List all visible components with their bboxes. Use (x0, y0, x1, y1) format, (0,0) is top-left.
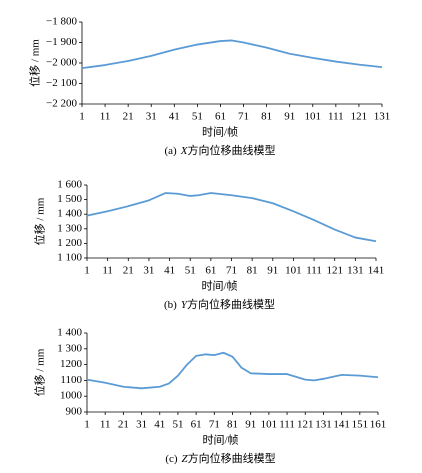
x-tick-label: 121 (351, 111, 368, 123)
y-tick-label: 1 500 (57, 193, 82, 205)
y-tick-label: −2 000 (46, 57, 77, 69)
x-tick-label: 31 (146, 111, 157, 123)
x-tick-label: 101 (285, 265, 302, 277)
x-tick-label: 1 (84, 265, 90, 277)
caption-label: (b) (164, 299, 177, 311)
y-axis-label: 位移 / mm (28, 39, 42, 87)
x-axis-label: 时间/帧 (202, 433, 238, 447)
y-axis-label: 位移 / mm (33, 348, 47, 396)
x-tick-label: 81 (227, 419, 238, 431)
x-tick-label: 31 (143, 265, 154, 277)
x-tick-label: 31 (136, 419, 147, 431)
x-tick-label: 71 (238, 111, 249, 123)
y-tick-label: 1200 (60, 358, 83, 370)
x-tick-label: 51 (192, 111, 203, 123)
x-tick-label: 111 (328, 111, 344, 123)
x-tick-label: 91 (267, 265, 278, 277)
x-tick-label: 21 (123, 111, 134, 123)
caption-label: (c) (165, 453, 178, 465)
x-tick-label: 21 (118, 419, 129, 431)
y-tick-label: 1100 (60, 374, 82, 386)
x-tick-label: 101 (305, 111, 322, 123)
caption: (c) Z方向位移曲线模型 (165, 451, 275, 465)
x-tick-label: 51 (172, 419, 183, 431)
caption-axis: X (180, 145, 189, 157)
y-axis-label: 位移 / mm (33, 197, 47, 245)
y-tick-label: 1 400 (57, 208, 82, 220)
x-tick-label: 121 (326, 265, 343, 277)
x-tick-label: 61 (205, 265, 216, 277)
x-axis-label: 时间/帧 (202, 125, 238, 139)
data-line (86, 192, 377, 243)
y-tick-label: 1 100 (57, 252, 82, 264)
x-tick-label: 81 (247, 265, 258, 277)
y-tick-label: 1 200 (57, 237, 82, 249)
x-tick-label: 131 (315, 419, 332, 431)
caption-axis: Y (181, 299, 189, 311)
x-tick-label: 141 (333, 419, 350, 431)
x-tick-label: 11 (100, 419, 111, 431)
caption-axis: Z (182, 453, 189, 465)
x-tick-label: 91 (245, 419, 256, 431)
caption-text: 方向位移曲线模型 (187, 143, 275, 157)
x-tick-label: 41 (164, 265, 175, 277)
y-tick-label: 900 (66, 406, 83, 418)
y-tick-label: 1 600 (57, 179, 82, 191)
x-tick-label: 11 (100, 111, 111, 123)
x-tick-label: 141 (368, 265, 385, 277)
y-tick-label: −2 100 (46, 77, 77, 89)
y-tick-label: −1 800 (46, 16, 77, 28)
x-tick-label: 111 (306, 265, 322, 277)
y-tick-label: 1 400 (57, 327, 82, 339)
y-tick-label: −1 900 (46, 36, 77, 48)
x-tick-label: 51 (185, 265, 196, 277)
y-tick-label: 1000 (60, 390, 83, 402)
x-tick-label: 41 (154, 419, 165, 431)
x-tick-label: 161 (370, 419, 387, 431)
x-tick-label: 1 (79, 111, 85, 123)
data-line (86, 351, 379, 390)
x-tick-label: 21 (123, 265, 134, 277)
data-line (81, 39, 383, 70)
caption: (b) Y方向位移曲线模型 (164, 297, 275, 311)
caption: (a) X方向位移曲线模型 (165, 143, 276, 157)
x-tick-label: 121 (297, 419, 314, 431)
x-tick-label: 111 (279, 419, 295, 431)
x-tick-label: 131 (347, 265, 364, 277)
y-tick-label: 1 300 (57, 222, 82, 234)
caption-text: 方向位移曲线模型 (188, 451, 276, 465)
x-tick-label: 61 (215, 111, 226, 123)
x-tick-label: 1 (84, 419, 90, 431)
y-tick-label: −2 200 (46, 98, 77, 110)
x-tick-label: 71 (226, 265, 237, 277)
x-tick-label: 11 (102, 265, 113, 277)
caption-text: 方向位移曲线模型 (187, 297, 275, 311)
x-tick-label: 61 (191, 419, 202, 431)
x-tick-label: 91 (284, 111, 295, 123)
x-tick-label: 71 (209, 419, 220, 431)
x-axis-label: 时间/帧 (201, 279, 237, 293)
x-tick-label: 101 (261, 419, 278, 431)
caption-label: (a) (165, 145, 178, 157)
x-tick-label: 81 (261, 111, 272, 123)
y-tick-label: 1 300 (57, 342, 82, 354)
x-tick-label: 131 (374, 111, 391, 123)
x-tick-label: 41 (169, 111, 180, 123)
x-tick-label: 151 (352, 419, 369, 431)
